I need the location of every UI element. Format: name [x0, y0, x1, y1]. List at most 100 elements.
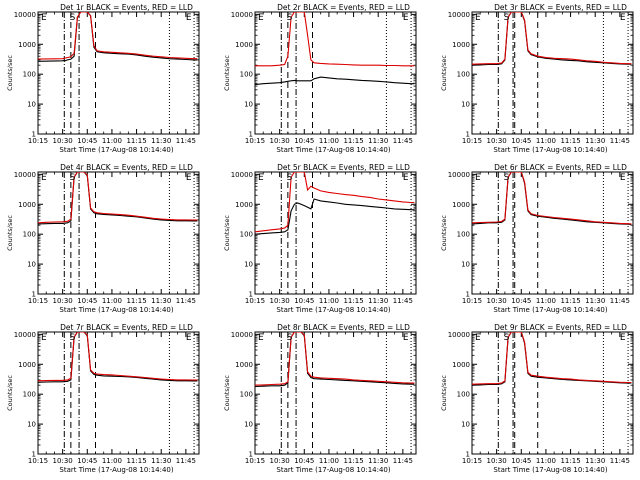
y-tick-label: 10	[27, 101, 36, 109]
y-tick-label: 1000	[18, 361, 36, 369]
y-tick-label: 10	[244, 101, 253, 109]
x-tick-label: 10:45	[294, 457, 314, 465]
x-tick-label: 11:30	[585, 137, 605, 145]
x-tick-label: 11:45	[176, 297, 196, 305]
series-line-lld	[38, 332, 198, 382]
series-line-events	[255, 198, 415, 235]
series-line-lld	[472, 332, 632, 385]
corner-label-left: E	[475, 173, 481, 183]
x-tick-label: 11:15	[560, 137, 580, 145]
x-tick-label: 10:45	[77, 457, 97, 465]
marker-label: S	[504, 333, 510, 343]
x-tick-label: 10:45	[294, 137, 314, 145]
y-tick-label: 1	[249, 291, 253, 299]
corner-label-left: E	[258, 333, 264, 343]
y-tick-label: 1	[249, 131, 253, 139]
corner-label-left: E	[258, 173, 264, 183]
x-tick-label: 10:15	[462, 297, 482, 305]
x-tick-label: 10:45	[511, 457, 531, 465]
y-tick-label: 10000	[448, 171, 470, 179]
panel-title: Det 1r BLACK = Events, RED = LLD	[60, 3, 193, 12]
panel-det-1r: 1 10 100 1000 10000 10:15 10:30 10:45 11:00 11:15…	[6, 3, 200, 154]
series-line-events	[472, 172, 632, 226]
corner-label-right: E	[186, 13, 192, 23]
y-tick-label: 10	[461, 261, 470, 269]
x-tick-label: 10:15	[28, 137, 48, 145]
panel-xlabel: Start Time (17-Aug-08 10:14:40)	[493, 306, 607, 314]
panel-xlabel: Start Time (17-Aug-08 10:14:40)	[276, 146, 390, 154]
x-tick-label: 10:15	[245, 137, 265, 145]
panel-ylabel: Counts/sec	[440, 375, 448, 411]
series-line-lld	[472, 172, 632, 225]
corner-label-left: E	[41, 333, 47, 343]
marker-label: S	[504, 173, 510, 183]
series-line-lld	[255, 12, 415, 67]
x-tick-label: 10:30	[270, 137, 290, 145]
marker-label: S	[287, 173, 293, 183]
panel-title: Det 2r BLACK = Events, RED = LLD	[277, 3, 410, 12]
marker-label: S	[504, 13, 510, 23]
y-tick-label: 100	[23, 391, 36, 399]
x-tick-label: 10:30	[487, 457, 507, 465]
x-tick-label: 11:15	[343, 457, 363, 465]
y-tick-label: 1	[32, 451, 36, 459]
x-tick-label: 11:00	[319, 297, 339, 305]
panel-ylabel: Counts/sec	[223, 215, 231, 251]
panel-title: Det 9r BLACK = Events, RED = LLD	[494, 323, 627, 332]
panel-det-2r: 1 10 100 1000 10000 10:15 10:30 10:45 11:00 11:15…	[223, 3, 417, 154]
y-tick-label: 100	[23, 71, 36, 79]
y-tick-label: 10	[27, 261, 36, 269]
y-tick-label: 1000	[235, 41, 253, 49]
panel-title: Det 7r BLACK = Events, RED = LLD	[60, 323, 193, 332]
y-tick-label: 10	[461, 421, 470, 429]
panel-ylabel: Counts/sec	[440, 55, 448, 91]
x-tick-label: 11:15	[343, 137, 363, 145]
x-tick-label: 10:30	[53, 457, 73, 465]
x-tick-label: 11:30	[368, 137, 388, 145]
corner-label-left: E	[41, 13, 47, 23]
x-tick-label: 10:45	[294, 297, 314, 305]
y-tick-label: 1000	[452, 201, 470, 209]
y-tick-label: 1000	[452, 41, 470, 49]
panel-xlabel: Start Time (17-Aug-08 10:14:40)	[59, 306, 173, 314]
y-tick-label: 10000	[231, 11, 253, 19]
panel-det-5r: 1 10 100 1000 10000 10:15 10:30 10:45 11:00 11:15…	[223, 163, 417, 314]
x-tick-label: 11:30	[585, 457, 605, 465]
marker-label: S	[287, 13, 293, 23]
corner-label-left: E	[475, 333, 481, 343]
plot-frame	[37, 171, 200, 295]
y-tick-label: 100	[457, 71, 470, 79]
plot-frame	[471, 331, 634, 455]
series-line-lld	[38, 12, 198, 60]
series-line-events	[38, 12, 198, 62]
x-tick-label: 11:30	[151, 137, 171, 145]
y-tick-label: 1	[249, 451, 253, 459]
x-tick-label: 10:30	[487, 137, 507, 145]
series-line-events	[255, 76, 415, 86]
x-tick-label: 11:15	[126, 137, 146, 145]
panel-det-8r: 1 10 100 1000 10000 10:15 10:30 10:45 11:00 11:15…	[223, 323, 417, 474]
x-tick-label: 10:15	[245, 297, 265, 305]
marker-label: S	[287, 333, 293, 343]
x-tick-label: 11:30	[368, 297, 388, 305]
y-tick-label: 10000	[231, 171, 253, 179]
x-tick-label: 11:15	[343, 297, 363, 305]
panel-xlabel: Start Time (17-Aug-08 10:14:40)	[493, 146, 607, 154]
y-tick-label: 1000	[18, 41, 36, 49]
panel-det-4r: 1 10 100 1000 10000 10:15 10:30 10:45 11:00 11:15…	[6, 163, 200, 314]
x-tick-label: 11:00	[102, 137, 122, 145]
x-tick-label: 10:15	[245, 457, 265, 465]
x-tick-label: 10:30	[53, 297, 73, 305]
panel-xlabel: Start Time (17-Aug-08 10:14:40)	[59, 466, 173, 474]
x-tick-label: 11:15	[126, 457, 146, 465]
y-tick-label: 10	[27, 421, 36, 429]
y-tick-label: 1	[466, 131, 470, 139]
x-tick-label: 10:45	[77, 137, 97, 145]
y-tick-label: 10	[244, 261, 253, 269]
x-tick-label: 11:30	[151, 457, 171, 465]
panel-ylabel: Counts/sec	[6, 375, 14, 411]
x-tick-label: 10:30	[53, 137, 73, 145]
y-tick-label: 1000	[18, 201, 36, 209]
panel-det-7r: 1 10 100 1000 10000 10:15 10:30 10:45 11:00 11:15…	[6, 323, 200, 474]
